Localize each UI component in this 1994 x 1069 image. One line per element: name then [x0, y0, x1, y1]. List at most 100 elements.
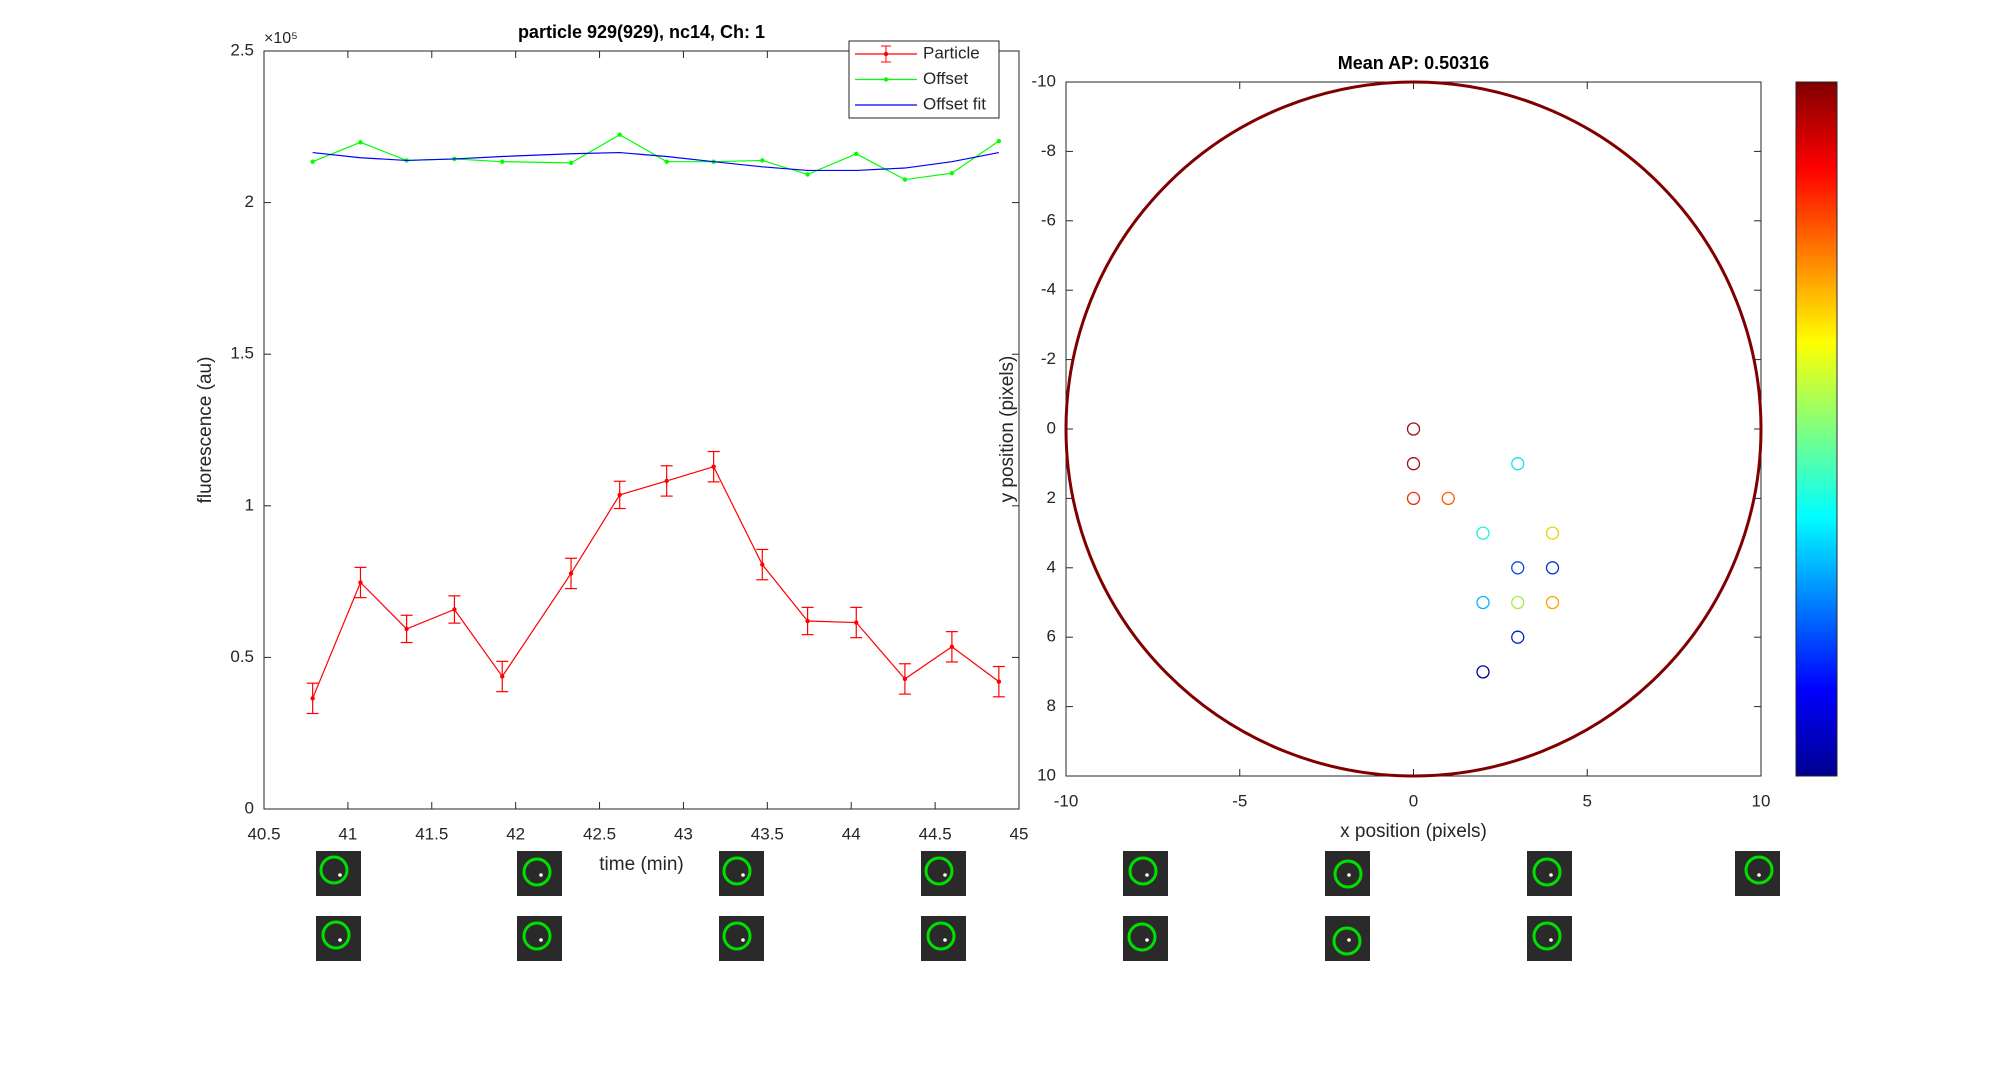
point	[1406, 491, 1421, 506]
thumbnail-ring	[722, 921, 752, 951]
y-tick-label: 6	[1047, 627, 1056, 646]
marker	[902, 177, 908, 182]
y-tick-label: 2	[1047, 488, 1056, 507]
y-tick-label: 0	[1047, 418, 1056, 437]
marker	[854, 151, 859, 156]
point	[1441, 491, 1455, 506]
thumbnail-ring	[1127, 922, 1157, 952]
thumbnail-ring	[1332, 926, 1362, 956]
plot-area	[263, 50, 1020, 810]
point	[1476, 526, 1490, 540]
x-tick-label: 44	[842, 824, 861, 843]
thumbnail-spot	[539, 938, 543, 942]
y-tick-label: -4	[1041, 280, 1056, 299]
thumbnail-spot	[1549, 873, 1553, 877]
marker	[617, 132, 622, 137]
y-tick-label: 8	[1047, 696, 1056, 715]
thumbnail-ring	[522, 857, 552, 887]
marker	[452, 607, 457, 612]
point	[1476, 665, 1490, 679]
x-tick-label: 42.5	[583, 824, 616, 843]
marker	[949, 170, 955, 176]
x-tick-label: 40.5	[247, 824, 280, 843]
marker	[358, 580, 363, 585]
x-tick-label: 41	[338, 824, 357, 843]
thumbnail-ring	[722, 856, 752, 886]
marker	[310, 696, 315, 701]
x-tick-label: 45	[1010, 824, 1029, 843]
marker	[902, 676, 908, 682]
thumbnail-spot	[943, 938, 947, 942]
x-tick-label: 43	[674, 824, 693, 843]
thumbnail-spot	[338, 873, 342, 877]
y-tick-label: 2.5	[230, 40, 254, 59]
point	[1511, 630, 1525, 644]
chart-title: Mean AP: 0.50316	[1338, 53, 1489, 73]
point	[1545, 526, 1560, 540]
marker	[805, 618, 810, 624]
marker	[711, 464, 716, 469]
y-tick-label: 10	[1037, 765, 1056, 784]
y-tick-label: -10	[1031, 71, 1056, 90]
series-line	[312, 151, 999, 172]
y-tick-label: 1.5	[230, 344, 254, 363]
thumbnail-ring	[1532, 921, 1562, 951]
x-tick-label: 41.5	[415, 824, 448, 843]
y-tick-label: 0.5	[230, 647, 254, 666]
marker	[805, 172, 810, 177]
thumbnail-ring	[1532, 857, 1562, 887]
point	[1406, 457, 1421, 471]
boundary-circle	[1064, 80, 1763, 778]
thumbnail-ring	[1744, 855, 1774, 885]
marker	[996, 138, 1002, 144]
thumbnail-ring	[1128, 856, 1158, 886]
marker	[760, 562, 765, 567]
marker	[568, 160, 574, 166]
thumbnail	[1325, 851, 1370, 896]
y-axis-label: y position (pixels)	[997, 356, 1018, 503]
thumbnail-spot	[1347, 938, 1351, 942]
point	[1511, 457, 1525, 471]
legend-label: Offset fit	[923, 94, 986, 113]
y-tick-label: -6	[1041, 210, 1056, 229]
thumbnail-ring	[321, 920, 351, 950]
thumbnail-spot	[539, 873, 543, 877]
y-axis-label: fluorescence (au)	[195, 357, 216, 504]
thumbnail-ring	[924, 856, 954, 886]
point	[1406, 422, 1421, 436]
point	[1511, 595, 1525, 610]
thumbnail-spot	[1145, 938, 1149, 942]
thumbnail-spot	[741, 873, 745, 877]
x-tick-label: 44.5	[919, 824, 952, 843]
marker	[404, 626, 409, 632]
thumbnail-ring	[319, 855, 349, 885]
thumbnail-spot	[1347, 873, 1351, 877]
marker	[949, 644, 955, 649]
thumbnail-spot	[1757, 873, 1761, 877]
y-tick-label: -8	[1041, 141, 1056, 160]
colorbar	[1795, 81, 1838, 777]
thumbnail-spot	[338, 938, 342, 942]
y-tick-label: 2	[245, 192, 254, 211]
marker	[760, 158, 765, 163]
y-tick-label: -2	[1041, 349, 1056, 368]
marker	[500, 674, 505, 679]
thumbnail-spot	[1145, 873, 1149, 877]
thumbnail-spot	[741, 938, 745, 942]
marker	[854, 620, 859, 625]
y-tick-label: 0	[245, 798, 254, 817]
thumbnail-spot	[1549, 938, 1553, 942]
point	[1545, 561, 1560, 575]
x-tick-label: 5	[1583, 791, 1592, 810]
x-tick-label: 10	[1752, 791, 1771, 810]
point	[1511, 561, 1525, 575]
marker	[617, 492, 622, 498]
thumbnails	[316, 851, 1780, 961]
point	[1476, 595, 1490, 610]
legend-label: Offset	[923, 69, 968, 88]
thumbnail-ring	[926, 921, 956, 951]
x-axis-label: time (min)	[599, 854, 683, 875]
marker	[358, 140, 363, 145]
plot-area	[1065, 81, 1762, 777]
x-tick-label: -5	[1232, 791, 1247, 810]
